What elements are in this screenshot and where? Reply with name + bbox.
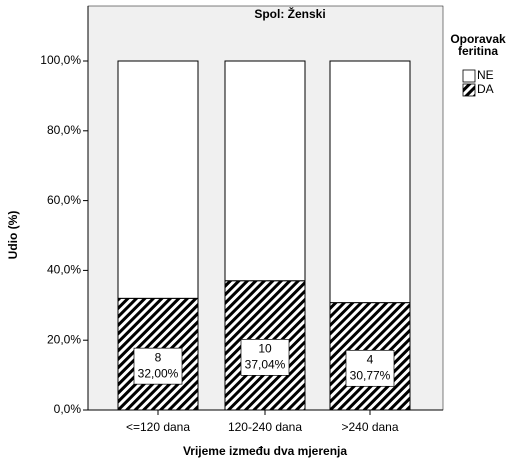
chart-title: Spol: Ženski	[254, 6, 325, 21]
y-tick-label: 60,0%	[47, 193, 81, 207]
data-label-box	[345, 349, 395, 387]
y-axis-label: Udio (%)	[6, 211, 20, 260]
legend-label: NE	[477, 68, 494, 82]
legend-swatch	[462, 83, 476, 97]
legend-swatch	[462, 69, 476, 83]
y-tick-label: 40,0%	[47, 263, 81, 277]
data-label-count: 4	[367, 352, 374, 366]
data-label-count: 10	[258, 342, 272, 356]
x-axis-label: Vrijeme između dva mjerenja	[183, 444, 347, 458]
legend-label: DA	[477, 82, 494, 96]
legend-title: Oporavak	[450, 32, 506, 46]
data-label-box	[133, 347, 183, 385]
data-label-box	[240, 339, 290, 376]
y-tick-label: 100,0%	[40, 53, 81, 67]
bar-segment	[117, 60, 199, 299]
bar-segment	[224, 60, 306, 282]
data-label: 32,00%	[138, 366, 179, 380]
x-tick-label: 120-240 dana	[228, 420, 302, 434]
x-tick-label: <=120 dana	[126, 420, 190, 434]
data-label: 30,77%	[350, 368, 391, 382]
data-label-count: 8	[155, 350, 162, 364]
y-tick-label: 80,0%	[47, 123, 81, 137]
legend-title: feritina	[458, 44, 498, 58]
y-tick-label: 0,0%	[54, 402, 82, 416]
data-label: 37,04%	[245, 358, 286, 372]
x-tick-label: >240 dana	[341, 420, 398, 434]
y-tick-label: 20,0%	[47, 332, 81, 346]
bar-segment	[329, 60, 411, 304]
